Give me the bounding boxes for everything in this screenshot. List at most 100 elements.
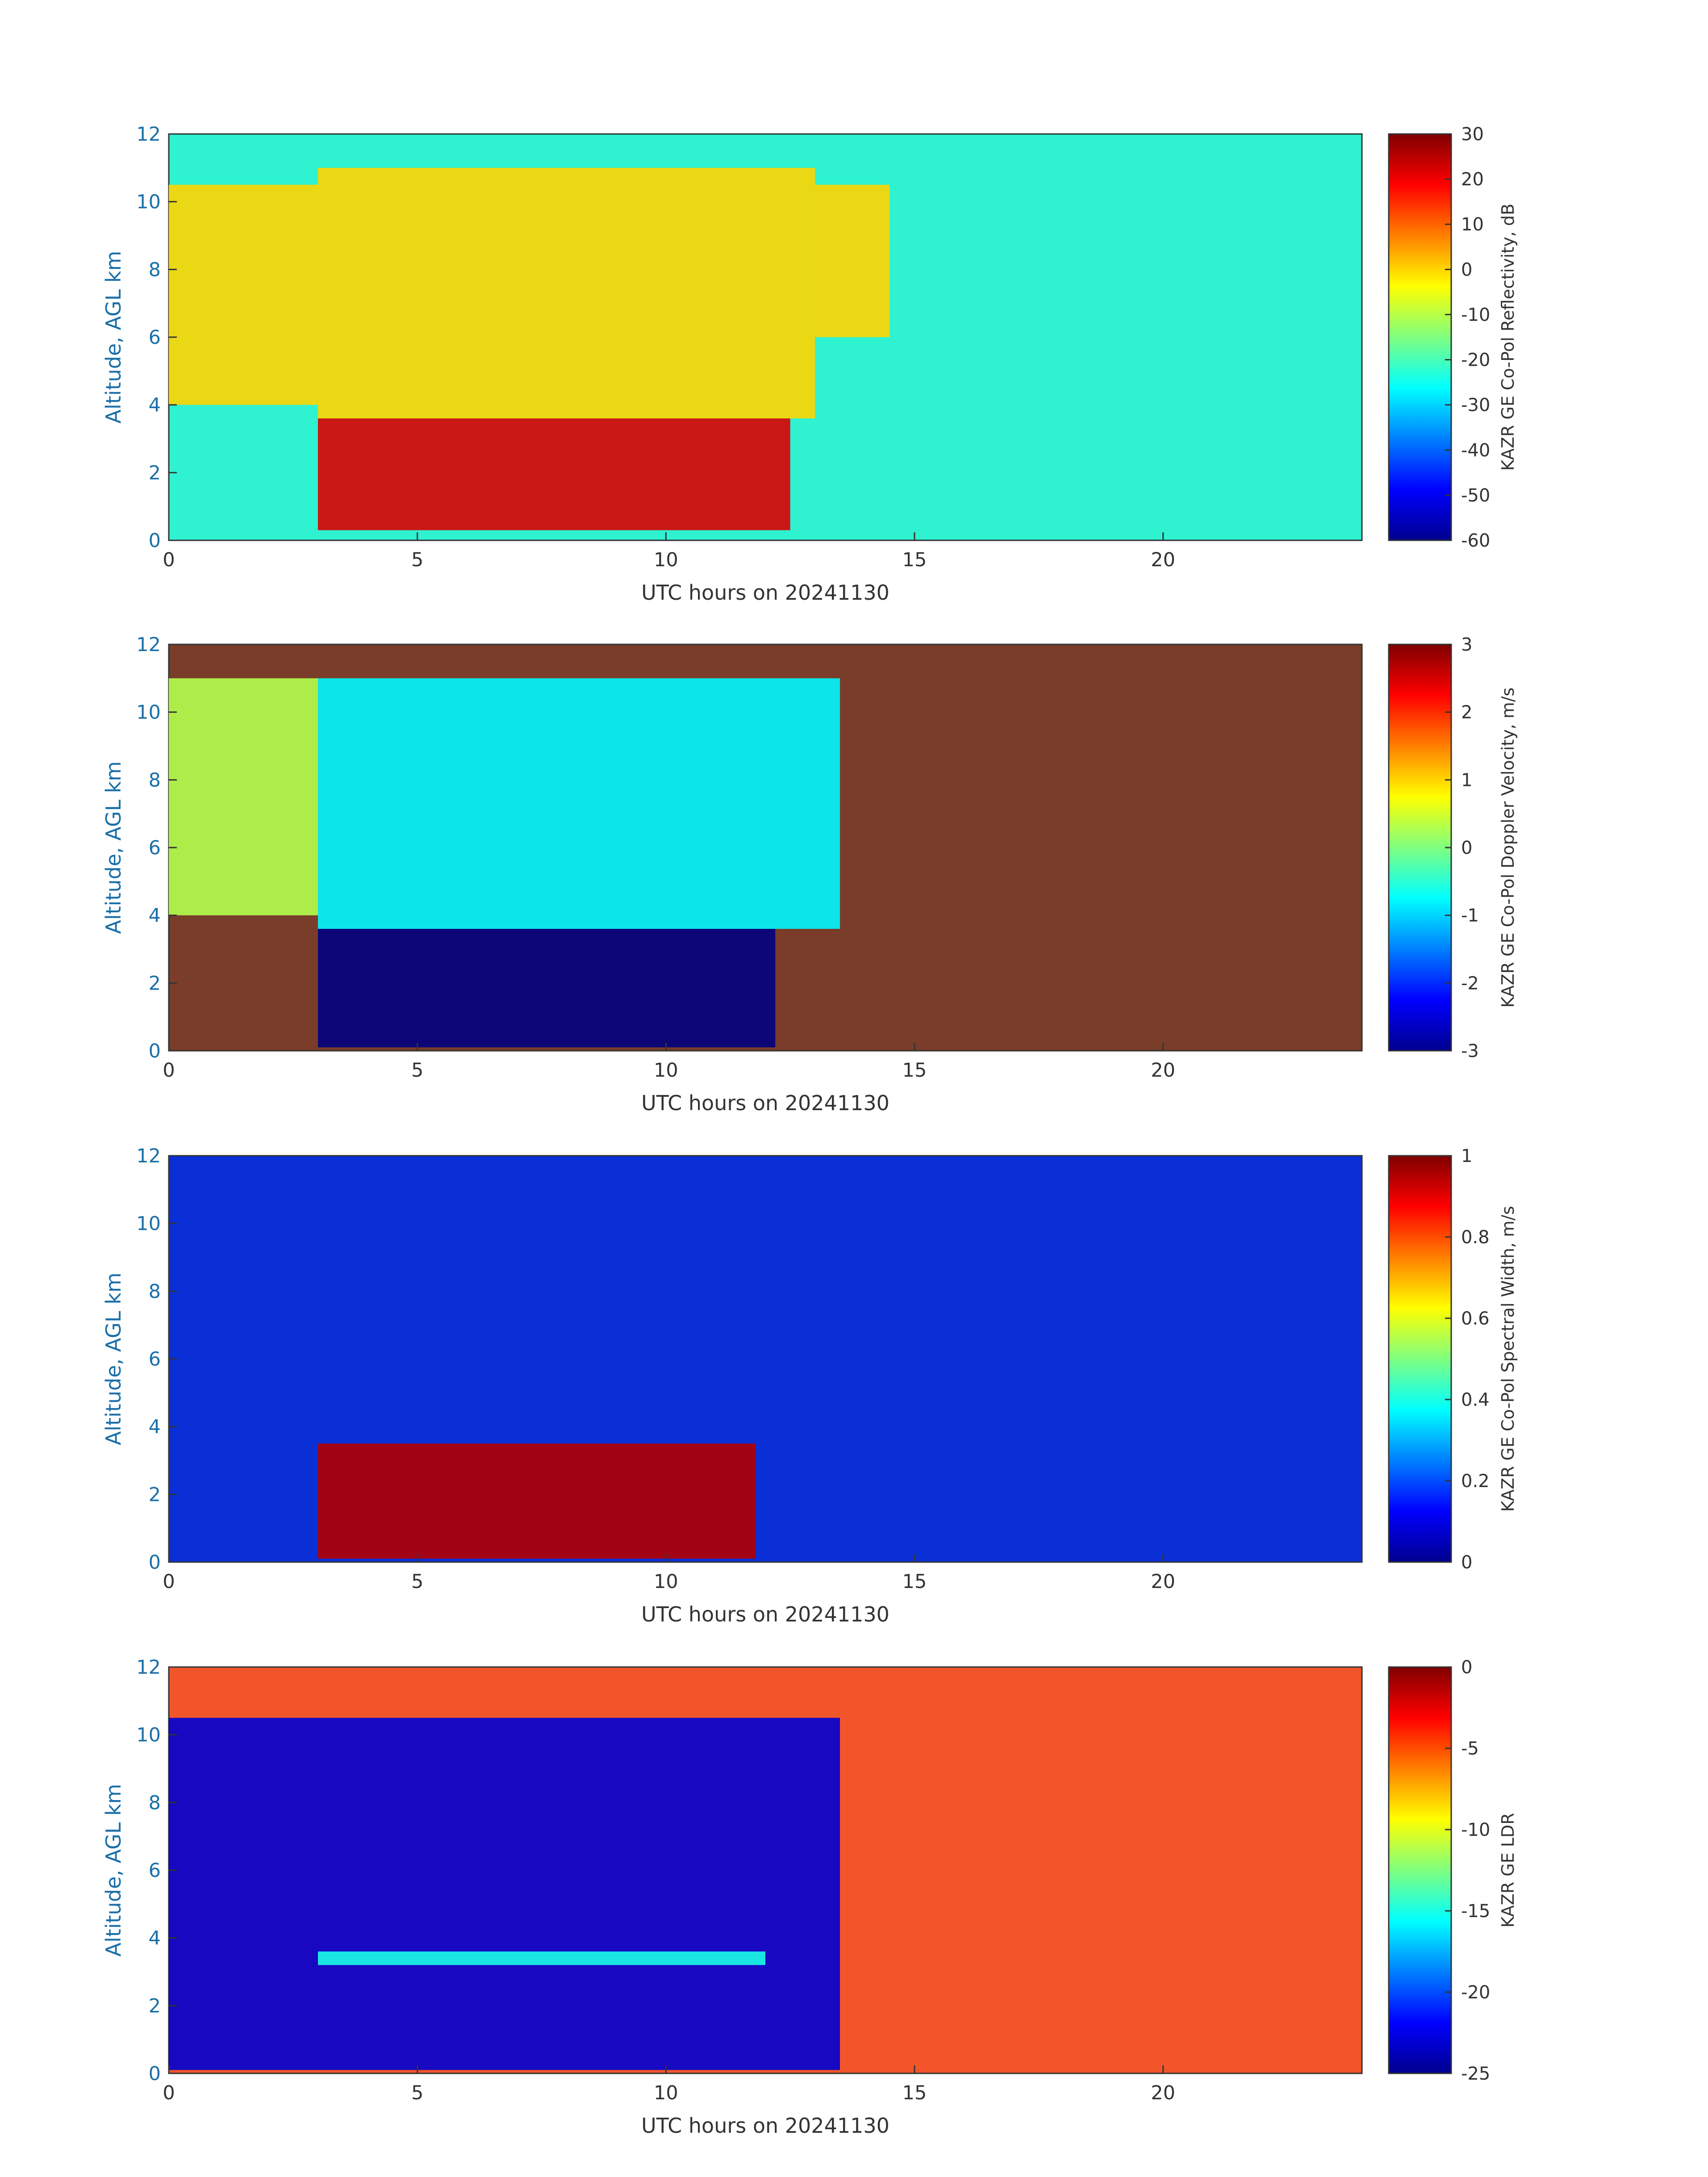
x-tick-label: 10 (654, 1059, 678, 1082)
colorbar (1388, 1155, 1452, 1563)
y-tick-label: 0 (149, 1040, 161, 1062)
x-tick-label: 5 (411, 1059, 423, 1082)
y-tick-label: 4 (149, 1416, 161, 1438)
panel-reflectivity: 0 5 10 15 20 0 2 4 6 8 10 12 30 20 10 0 -10 -20 -30 -40 -50… (101, 123, 1518, 605)
colorbar-tick-label: -20 (1461, 1982, 1490, 2003)
colorbar-tick-label: -2 (1461, 973, 1479, 994)
x-tick-label: 0 (163, 549, 175, 571)
colorbar-tick-label: -20 (1461, 350, 1490, 371)
x-tick-label: 20 (1151, 2082, 1175, 2104)
colorbar (1388, 133, 1452, 541)
y-axis-label: Altitude, AGL km (101, 1272, 125, 1445)
echo-region-3 (815, 184, 890, 337)
x-axis-label: UTC hours on 20241130 (641, 1091, 889, 1115)
y-tick-label: 6 (149, 326, 161, 349)
y-axis-label: Altitude, AGL km (101, 1784, 125, 1956)
x-tick-label: 5 (411, 549, 423, 571)
y-tick-label: 2 (149, 462, 161, 484)
y-tick-label: 12 (136, 123, 161, 146)
y-tick-label: 2 (149, 1995, 161, 2017)
x-tick-label: 15 (902, 1059, 927, 1082)
colorbar-tick-label: -3 (1461, 1041, 1479, 1061)
x-tick-label: 20 (1151, 1571, 1175, 1593)
y-tick-label: 8 (149, 1792, 161, 1814)
y-tick-label: 12 (136, 634, 161, 656)
colorbar-tick-label: 0.6 (1461, 1308, 1490, 1329)
y-tick-label: 4 (149, 394, 161, 417)
colorbar-tick-label: 1 (1461, 770, 1472, 790)
y-tick-label: 8 (149, 769, 161, 791)
colorbar-tick-label: -15 (1461, 1901, 1490, 1922)
y-tick-label: 8 (149, 259, 161, 281)
x-tick-label: 20 (1151, 549, 1175, 571)
colorbar (1388, 1666, 1452, 2074)
y-tick-label: 2 (149, 972, 161, 994)
x-tick-label: 20 (1151, 1059, 1175, 1082)
y-tick-label: 0 (149, 530, 161, 552)
y-tick-label: 0 (149, 2063, 161, 2085)
y-axis-label: Altitude, AGL km (101, 761, 125, 934)
echo-region-1 (318, 418, 790, 531)
y-tick-label: 12 (136, 1656, 161, 1679)
colorbar-tick-label: 20 (1461, 169, 1484, 190)
x-tick-label: 15 (902, 1571, 927, 1593)
x-axis-label: UTC hours on 20241130 (641, 2114, 889, 2138)
x-tick-label: 0 (163, 2082, 175, 2104)
panel-ldr: 0 5 10 15 20 0 2 4 6 8 10 12 0 -5 -10 -15 -20 -25 UTC ho… (101, 1656, 1518, 2138)
echo-region-0 (169, 1717, 840, 2070)
x-tick-label: 10 (654, 2082, 678, 2104)
echo-region-1 (318, 929, 776, 1048)
colorbar-tick-label: -50 (1461, 485, 1490, 506)
colorbar-tick-label: 0.2 (1461, 1471, 1490, 1492)
echo-region-2 (318, 678, 840, 929)
colorbar-tick-label: -30 (1461, 395, 1490, 416)
colorbar-tick-label: -40 (1461, 440, 1490, 461)
colorbar-label: KAZR GE LDR (1498, 1813, 1518, 1927)
colorbar-label: KAZR GE Co-Pol Doppler Velocity, m/s (1498, 687, 1518, 1007)
x-axis-label: UTC hours on 20241130 (641, 1602, 889, 1626)
panel-spectral-width: 0 5 10 15 20 0 2 4 6 8 10 12 1 0.8 0.6 0.4 0.2 0 UTC hou… (101, 1145, 1518, 1626)
y-tick-label: 10 (136, 1213, 161, 1235)
x-tick-label: 10 (654, 1571, 678, 1593)
x-tick-label: 5 (411, 2082, 423, 2104)
echo-region-0 (169, 678, 318, 915)
x-tick-label: 0 (163, 1059, 175, 1082)
x-tick-label: 15 (902, 549, 927, 571)
colorbar-tick-label: -5 (1461, 1738, 1479, 1759)
x-tick-label: 0 (163, 1571, 175, 1593)
y-tick-label: 10 (136, 1724, 161, 1747)
colorbar-tick-label: -60 (1461, 531, 1490, 551)
y-tick-label: 10 (136, 191, 161, 213)
echo-region-0 (318, 1443, 756, 1559)
colorbar-tick-label: 0.8 (1461, 1227, 1490, 1248)
x-tick-label: 10 (654, 549, 678, 571)
x-tick-label: 15 (902, 2082, 927, 2104)
y-tick-label: 4 (149, 1927, 161, 1950)
colorbar-tick-label: 0 (1461, 1552, 1472, 1573)
colorbar-tick-label: 0 (1461, 838, 1472, 858)
colorbar-tick-label: -25 (1461, 2064, 1490, 2084)
y-tick-label: 4 (149, 905, 161, 927)
colorbar-tick-label: 10 (1461, 214, 1484, 235)
colorbar-tick-label: 0 (1461, 259, 1472, 280)
colorbar-tick-label: 1 (1461, 1146, 1472, 1166)
y-axis-label: Altitude, AGL km (101, 251, 125, 423)
colorbar-tick-label: 2 (1461, 702, 1472, 723)
y-tick-label: 0 (149, 1551, 161, 1574)
colorbar-tick-label: 0 (1461, 1657, 1472, 1678)
y-tick-label: 12 (136, 1145, 161, 1167)
y-tick-label: 10 (136, 702, 161, 724)
colorbar (1388, 643, 1452, 1052)
colorbar-tick-label: 30 (1461, 124, 1484, 145)
colorbar-tick-label: -10 (1461, 1820, 1490, 1840)
colorbar-tick-label: -10 (1461, 305, 1490, 325)
colorbar-tick-label: -1 (1461, 906, 1479, 926)
colorbar-label: KAZR GE Co-Pol Spectral Width, m/s (1498, 1206, 1518, 1512)
y-tick-label: 2 (149, 1483, 161, 1506)
y-tick-label: 6 (149, 1859, 161, 1882)
x-tick-label: 5 (411, 1571, 423, 1593)
colorbar-tick-label: 3 (1461, 635, 1472, 655)
echo-region-1 (318, 1951, 765, 1965)
